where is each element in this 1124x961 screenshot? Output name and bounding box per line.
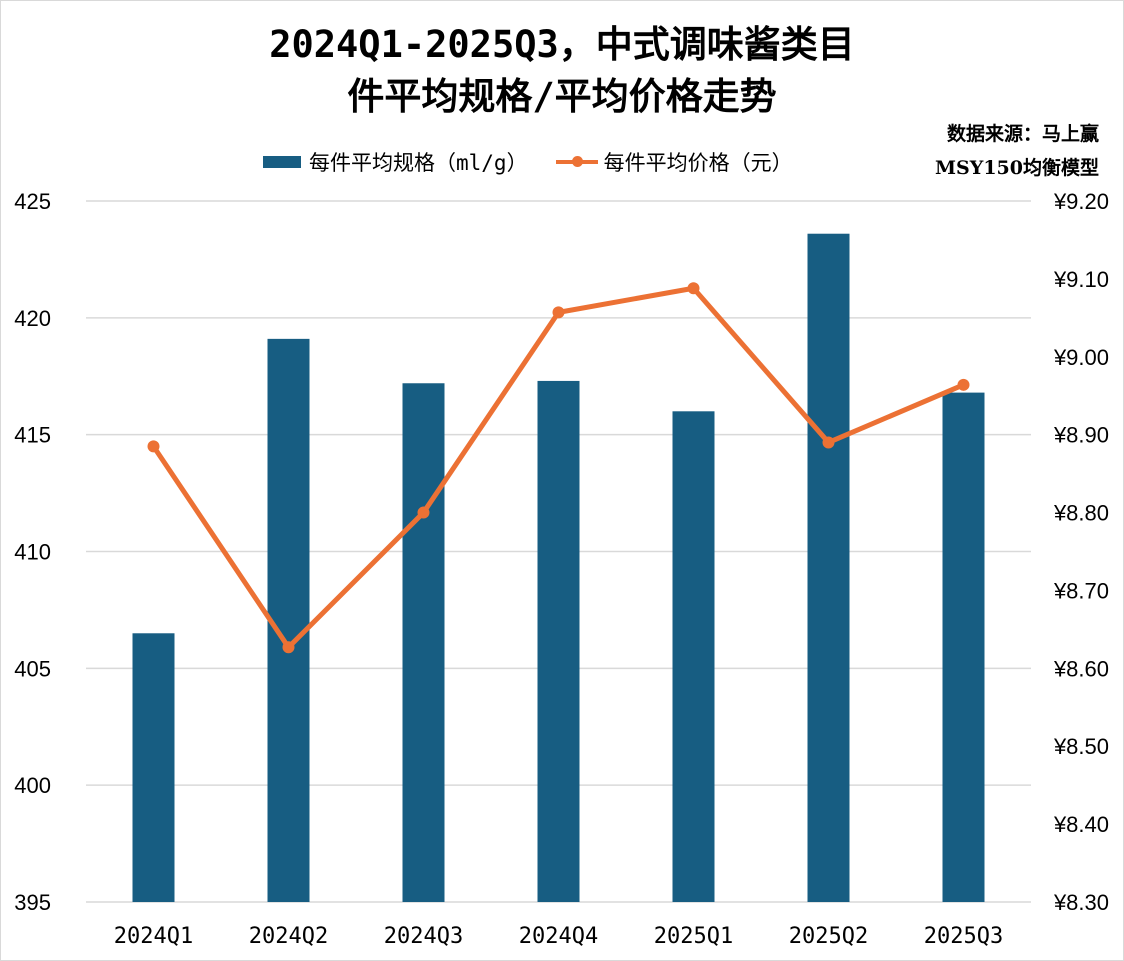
legend-item-price: 每件平均价格（元） — [555, 147, 793, 177]
x-axis-tick-label: 2024Q3 — [384, 924, 463, 949]
chart-title-line-2: 件平均规格/平均价格走势 — [347, 75, 777, 118]
legend-item-size: 每件平均规格（ml/g） — [263, 147, 528, 177]
right-axis-tick-label: ¥8.30 — [1053, 890, 1109, 915]
chart-title: 2024Q1-2025Q3，中式调味酱类目 件平均规格/平均价格走势 — [1, 19, 1123, 123]
point-avg-price — [957, 378, 970, 391]
left-axis-tick-label: 395 — [14, 890, 51, 915]
legend-bar-swatch — [263, 156, 301, 168]
bar-avg-size — [132, 633, 175, 902]
left-axis-tick-label: 420 — [14, 306, 51, 331]
bar-avg-size — [537, 380, 580, 902]
bar-avg-size — [402, 383, 445, 902]
x-axis-tick-label: 2024Q4 — [519, 924, 598, 949]
right-axis-tick-label: ¥8.90 — [1053, 423, 1109, 448]
legend-label-price: 每件平均价格（元） — [603, 151, 793, 175]
chart-legend: 每件平均规格（ml/g） 每件平均价格（元） — [263, 147, 821, 177]
x-axis-tick-label: 2025Q1 — [654, 924, 733, 949]
right-axis-tick-label: ¥9.20 — [1053, 189, 1109, 214]
right-axis-tick-label: ¥9.00 — [1053, 345, 1109, 370]
point-avg-price — [687, 282, 700, 295]
left-axis-tick-label: 425 — [14, 189, 51, 214]
x-axis-tick-label: 2025Q3 — [924, 924, 1003, 949]
chart-title-line-1: 2024Q1-2025Q3，中式调味酱类目 — [269, 23, 855, 66]
left-axis-tick-label: 405 — [14, 656, 51, 681]
left-axis-tick-label: 400 — [14, 773, 51, 798]
right-axis-tick-label: ¥8.60 — [1053, 656, 1109, 681]
right-axis-tick-label: ¥8.40 — [1053, 812, 1109, 837]
left-axis-tick-label: 415 — [14, 423, 51, 448]
point-avg-price — [282, 641, 295, 654]
point-avg-price — [822, 436, 835, 449]
bar-avg-size — [807, 233, 850, 903]
legend-line-swatch — [555, 156, 598, 167]
x-axis-tick-label: 2024Q2 — [249, 924, 328, 949]
bar-avg-size — [672, 411, 715, 902]
data-source-note: 数据来源：马上赢 MSY150均衡模型 — [935, 117, 1099, 185]
right-axis-tick-label: ¥8.50 — [1053, 734, 1109, 759]
bar-avg-size — [942, 392, 985, 902]
source-line-2: MSY150均衡模型 — [935, 157, 1099, 179]
source-line-1: 数据来源：马上赢 — [946, 123, 1099, 145]
point-avg-price — [552, 306, 565, 319]
x-axis-tick-label: 2024Q1 — [114, 924, 193, 949]
bar-avg-size — [267, 338, 310, 902]
right-axis-tick-label: ¥8.70 — [1053, 578, 1109, 603]
left-axis-tick-label: 410 — [14, 540, 51, 565]
right-axis-tick-label: ¥9.10 — [1053, 267, 1109, 292]
x-axis-tick-label: 2025Q2 — [789, 924, 868, 949]
legend-label-size: 每件平均规格（ml/g） — [309, 151, 528, 175]
right-axis-tick-label: ¥8.80 — [1053, 501, 1109, 526]
point-avg-price — [417, 506, 430, 519]
point-avg-price — [147, 440, 160, 453]
